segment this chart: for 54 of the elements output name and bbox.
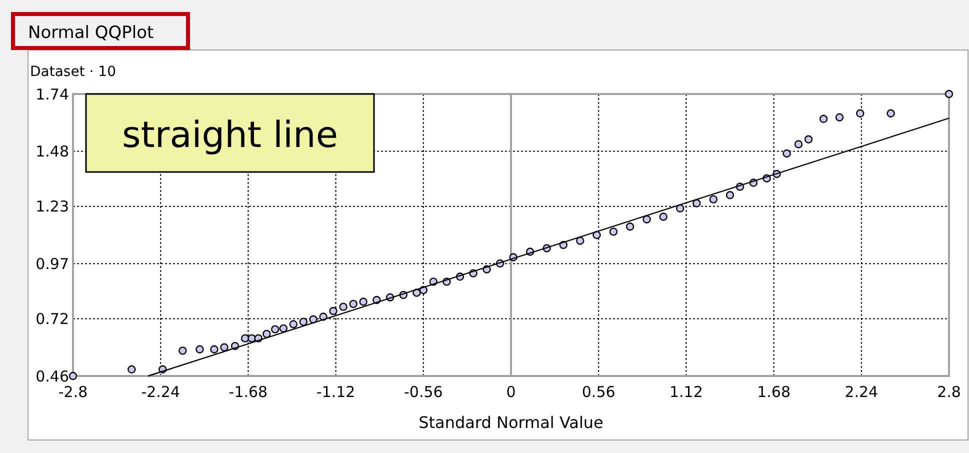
point	[128, 365, 136, 374]
point	[709, 195, 718, 204]
x-tick-label: -1.12	[316, 383, 356, 401]
point	[329, 306, 338, 316]
point	[726, 191, 734, 200]
x-tick-label: 2.24	[844, 383, 878, 401]
point	[178, 346, 187, 355]
x-tick-label: -2.8	[58, 383, 88, 401]
point	[359, 298, 368, 306]
chart-title: Normal QQPlot	[28, 23, 154, 43]
point	[349, 300, 358, 308]
point	[886, 109, 895, 118]
y-tick-label: 0.72	[36, 310, 69, 328]
chart-subtitle: Dataset · 10	[30, 64, 116, 80]
y-tick-label: 0.97	[36, 254, 69, 273]
annotation: straight line	[122, 115, 338, 156]
point	[856, 109, 864, 118]
point	[576, 236, 584, 245]
x-tick-label: 1.12	[669, 383, 703, 401]
point	[289, 320, 298, 328]
x-tick-label: 2.8	[937, 383, 961, 401]
point	[835, 113, 844, 122]
point	[642, 215, 651, 224]
x-tick-label: -0.56	[404, 383, 443, 401]
point	[299, 318, 308, 326]
y-tick-label: 1.74	[36, 85, 69, 104]
y-tick-label: 1.48	[36, 142, 69, 161]
point	[68, 372, 78, 380]
y-tick-label: 0.46	[36, 367, 69, 386]
point	[804, 135, 813, 144]
point	[626, 222, 634, 231]
x-tick-label: 0.56	[582, 383, 616, 401]
point	[262, 330, 271, 338]
point	[339, 302, 348, 311]
point	[210, 345, 218, 354]
x-axis-title: Standard Normal Value	[418, 413, 604, 432]
point	[220, 343, 228, 352]
point	[609, 228, 618, 236]
point	[196, 345, 204, 354]
point	[659, 212, 668, 221]
point	[279, 324, 288, 333]
point	[794, 140, 803, 148]
y-tick-label: 1.23	[36, 198, 69, 216]
point	[782, 149, 791, 158]
point	[676, 204, 684, 212]
point	[271, 325, 280, 334]
point	[240, 334, 250, 342]
x-tick-label: 0	[506, 383, 516, 401]
x-tick-label: 1.68	[757, 383, 791, 401]
point	[819, 114, 828, 123]
x-tick-label: -1.68	[228, 383, 268, 401]
point	[944, 90, 954, 98]
point	[692, 199, 701, 208]
x-tick-label: -2.24	[141, 383, 180, 401]
